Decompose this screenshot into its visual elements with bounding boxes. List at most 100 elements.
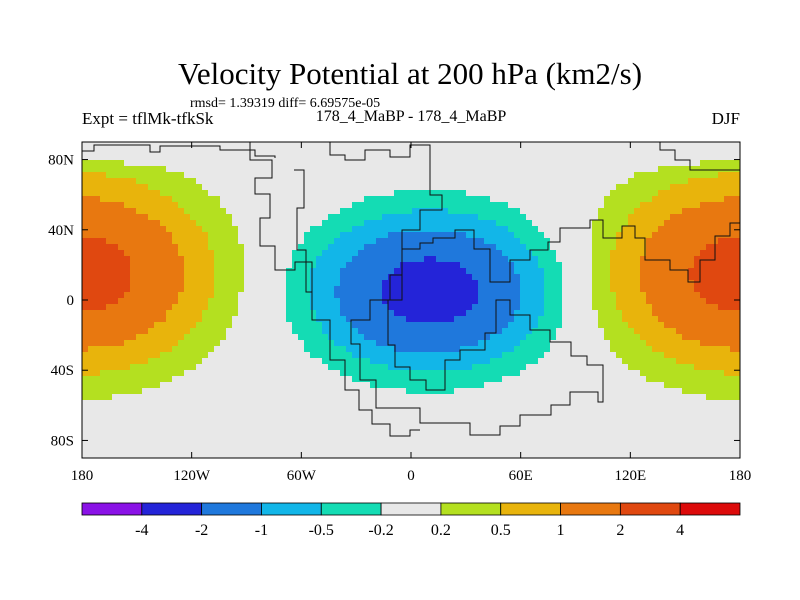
field-cell (358, 250, 365, 257)
field-cell (286, 436, 293, 443)
field-cell (430, 334, 437, 341)
field-cell (172, 322, 179, 329)
field-cell (598, 160, 605, 167)
field-cell (382, 244, 389, 251)
field-cell (580, 442, 587, 449)
field-cell (172, 250, 179, 257)
field-cell (406, 322, 413, 329)
field-cell (214, 328, 221, 335)
field-cell (154, 328, 161, 335)
field-cell (436, 214, 443, 221)
field-cell (436, 406, 443, 413)
field-cell (274, 328, 281, 335)
field-cell (472, 154, 479, 161)
field-cell (394, 382, 401, 389)
field-cell (538, 190, 545, 197)
field-cell (490, 322, 497, 329)
field-cell (376, 310, 383, 317)
field-cell (520, 340, 527, 347)
field-cell (82, 268, 89, 275)
field-cell (124, 298, 131, 305)
field-cell (220, 220, 227, 227)
field-cell (136, 232, 143, 239)
field-cell (448, 364, 455, 371)
field-cell (154, 334, 161, 341)
field-cell (220, 310, 227, 317)
field-cell (358, 178, 365, 185)
field-cell (346, 322, 353, 329)
field-cell (514, 376, 521, 383)
field-cell (280, 292, 287, 299)
field-cell (598, 232, 605, 239)
field-cell (568, 196, 575, 203)
field-cell (586, 172, 593, 179)
field-cell (250, 454, 257, 458)
field-cell (286, 358, 293, 365)
field-cell (490, 400, 497, 407)
field-cell (340, 286, 347, 293)
field-cell (568, 286, 575, 293)
field-cell (184, 430, 191, 437)
field-cell (430, 454, 437, 458)
field-cell (472, 250, 479, 257)
field-cell (412, 400, 419, 407)
field-cell (478, 238, 485, 245)
field-cell (178, 202, 185, 209)
field-cell (562, 424, 569, 431)
field-cell (82, 358, 89, 365)
field-cell (124, 454, 131, 458)
field-cell (136, 358, 143, 365)
field-cell (640, 190, 647, 197)
field-cell (100, 232, 107, 239)
field-cell (628, 346, 635, 353)
field-cell (364, 358, 371, 365)
field-cell (340, 184, 347, 191)
field-cell (226, 238, 233, 245)
field-cell (82, 178, 89, 185)
field-cell (124, 184, 131, 191)
field-cell (508, 166, 515, 173)
field-cell (586, 208, 593, 215)
field-cell (232, 436, 239, 443)
field-cell (538, 430, 545, 437)
field-cell (562, 142, 569, 149)
field-cell (538, 340, 545, 347)
field-cell (586, 214, 593, 221)
field-cell (250, 322, 257, 329)
field-cell (334, 178, 341, 185)
field-cell (610, 208, 617, 215)
field-cell (142, 244, 149, 251)
field-cell (502, 322, 509, 329)
field-cell (634, 448, 641, 455)
field-cell (508, 394, 515, 401)
field-cell (250, 346, 257, 353)
field-cell (604, 358, 611, 365)
field-cell (106, 388, 113, 395)
field-cell (112, 418, 119, 425)
field-cell (598, 274, 605, 281)
field-cell (562, 298, 569, 305)
field-cell (490, 262, 497, 269)
field-cell (394, 178, 401, 185)
field-cell (616, 370, 623, 377)
field-cell (412, 238, 419, 245)
field-cell (226, 304, 233, 311)
field-cell (136, 190, 143, 197)
field-cell (496, 286, 503, 293)
field-cell (508, 430, 515, 437)
field-cell (544, 346, 551, 353)
field-cell (508, 328, 515, 335)
field-cell (436, 412, 443, 419)
field-cell (322, 352, 329, 359)
field-cell (526, 208, 533, 215)
field-cell (370, 448, 377, 455)
field-cell (178, 334, 185, 341)
field-cell (370, 418, 377, 425)
field-cell (418, 208, 425, 215)
field-cell (478, 274, 485, 281)
field-cell (628, 418, 635, 425)
field-cell (556, 256, 563, 263)
field-cell (340, 358, 347, 365)
field-cell (100, 166, 107, 173)
field-cell (364, 214, 371, 221)
